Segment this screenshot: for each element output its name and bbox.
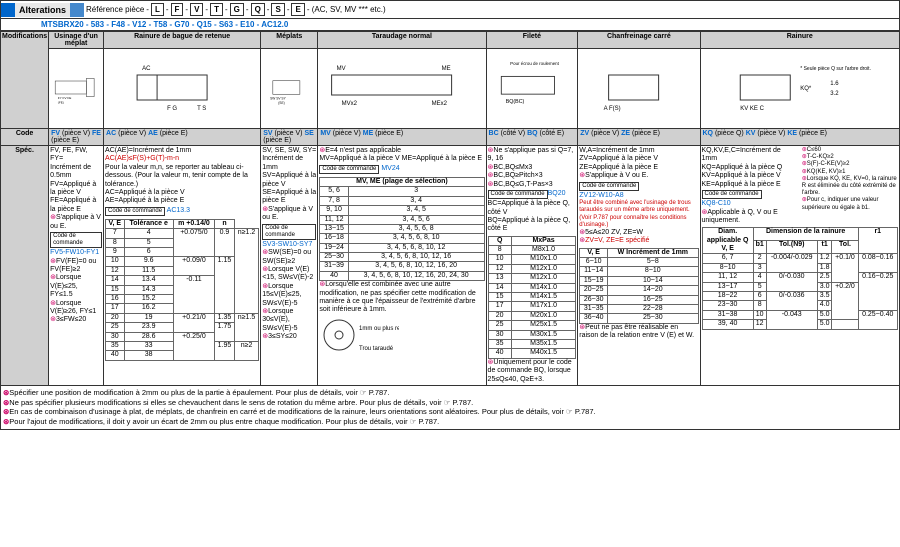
ref-icon — [70, 3, 84, 17]
code-cell: FV (pièce V) FE (pièce E) — [49, 129, 104, 146]
svg-text:F G: F G — [167, 106, 177, 112]
svg-text:AC: AC — [142, 66, 151, 72]
ref-part: G — [230, 3, 244, 16]
svg-text:Trou taraudé: Trou taraudé — [359, 346, 394, 352]
col-header: Rainure de bague de retenue — [104, 32, 261, 49]
footnote: Pour l'ajout de modifications, il doit y… — [9, 417, 439, 426]
svg-text:(FE): (FE) — [58, 100, 64, 104]
svg-text:(SE): (SE) — [278, 101, 284, 105]
diagram-mv: MV ME MVx2 MEx2 — [318, 49, 486, 129]
bc-table: QMxPas 8M8x1.010M10x1.0 12M12x1.013M12x1… — [488, 236, 577, 359]
ref-label: Référence pièce — [86, 5, 144, 14]
footnote: Ne pas spécifier plusieurs modifications… — [9, 398, 473, 407]
footnotes: ⊛Spécifier une position de modification … — [0, 386, 900, 430]
spec-zv: W,A=Incrément de 1mm ZV=Appliqué à la pi… — [578, 146, 700, 386]
spec-bc: ⊛Ne s'applique pas si Q=7, 9, 16 ⊛BC,BQ≤… — [486, 146, 578, 386]
code-cell: BC (côté V) BQ (côté E) — [486, 129, 578, 146]
ref-part: S — [271, 3, 284, 16]
modifications-label: Modifications — [1, 32, 49, 129]
footnote: Spécifier une position de modification à… — [9, 388, 389, 397]
svg-text:FY FV FE: FY FV FE — [58, 96, 72, 100]
ref-part: Q — [251, 3, 265, 16]
ref-part: E — [291, 3, 304, 16]
code-cell: ZV (pièce V) ZE (pièce E) — [578, 129, 700, 146]
reference-box: Référence pièce - L- F- V- T- G- Q- S- E… — [84, 1, 388, 18]
svg-text:BQ(BC): BQ(BC) — [505, 99, 524, 105]
svg-text:MV: MV — [337, 66, 346, 72]
svg-text:Pour écrou de roulement: Pour écrou de roulement — [510, 61, 559, 66]
col-header: Rainure — [700, 32, 900, 49]
svg-text:1.6: 1.6 — [830, 81, 839, 87]
ac-table: V, ETolérance em +0.14/0n 74+0.075/00.9n… — [105, 219, 259, 361]
spec-sv: SV, SE, SW, SY= Incrément de 1mm SV=Appl… — [261, 146, 318, 386]
svg-text:MEx2: MEx2 — [432, 101, 448, 107]
alteration-icon — [1, 3, 15, 17]
col-header: Taraudage normal — [318, 32, 486, 49]
svg-text:KQ*: KQ* — [800, 86, 812, 92]
spec-kq: KQ,KV,E,C=Incrément de 1mm KQ=Appliqué à… — [700, 146, 900, 386]
spec-fv: FV, FE, FW, FY= Incrément de 0.5mm FV=Ap… — [49, 146, 104, 386]
example-row: MTSBRX20 - 583 - F48 - V12 - T58 - G70 -… — [0, 19, 900, 31]
example-text: MTSBRX20 - 583 - F48 - V12 - T58 - G70 -… — [41, 20, 288, 29]
spec-mv: ⊛E=4 n'est pas applicable MV=Appliqué à … — [318, 146, 486, 386]
header-row: Alterations Référence pièce - L- F- V- T… — [0, 0, 900, 19]
diagram-sv: SW SV SY(SE) — [261, 49, 318, 129]
kq-table: Diam.applicable QV, EDimension de la rai… — [702, 227, 899, 329]
code-cell: MV (pièce V) ME (pièce E) — [318, 129, 486, 146]
svg-text:* Seule pièce Q sur l'arbre dr: * Seule pièce Q sur l'arbre droit. — [800, 66, 871, 72]
spec-ac: AC(AE)=Incrément de 1mm AC(AE)≤F(S)+G(T)… — [104, 146, 261, 386]
diagram-fv: FY FV FE(FE) — [49, 49, 104, 129]
svg-text:A F(S): A F(S) — [604, 106, 621, 112]
svg-text:MVx2: MVx2 — [342, 101, 358, 107]
spec-label: Spéc. — [1, 146, 49, 386]
col-header: Fileté — [486, 32, 578, 49]
ref-part: F — [171, 3, 184, 16]
code-cell: AC (pièce V) AE (pièce E) — [104, 129, 261, 146]
diagram-zv: A F(S) — [578, 49, 700, 129]
mv-circle-diagram: 1mm ou plus requis. Trou taraudé — [319, 315, 399, 355]
ref-part: T — [210, 3, 223, 16]
svg-text:ME: ME — [442, 66, 451, 72]
footnote: En cas de combinaison d'usinage à plat, … — [9, 407, 595, 416]
code-cell: KQ (pièce Q) KV (pièce V) KE (pièce E) — [700, 129, 900, 146]
ref-part: L — [151, 3, 164, 16]
diagram-kq: KV KE C * Seule pièce Q sur l'arbre droit… — [700, 49, 900, 129]
svg-text:KV KE C: KV KE C — [740, 106, 764, 112]
alterations-label: Alterations — [15, 3, 70, 17]
main-table: Modifications Usinage d'un méplat Rainur… — [0, 31, 900, 386]
svg-text:SW SV SY: SW SV SY — [270, 97, 286, 101]
col-header: Usinage d'un méplat — [49, 32, 104, 49]
ref-suffix: - (AC, SV, MV *** etc.) — [307, 5, 386, 14]
code-label: Code — [1, 129, 49, 146]
svg-text:T S: T S — [197, 106, 206, 112]
diagram-bc: Pour écrou de roulement BQ(BC) — [486, 49, 578, 129]
diagram-ac: AC F G T S — [104, 49, 261, 129]
svg-text:1mm ou plus requis.: 1mm ou plus requis. — [359, 326, 399, 332]
ref-part: V — [190, 3, 203, 16]
mv-table: MV, ME (plage de sélection) 5, 63 7, 83,… — [319, 177, 484, 281]
zv-table: V, EW Incrément de 1mm 6~105~811~148~10 … — [579, 248, 698, 324]
svg-text:3.2: 3.2 — [830, 91, 839, 97]
code-cell: SV (pièce V) SE (pièce E) — [261, 129, 318, 146]
col-header: Chanfreinage carré — [578, 32, 700, 49]
col-header: Méplats — [261, 32, 318, 49]
